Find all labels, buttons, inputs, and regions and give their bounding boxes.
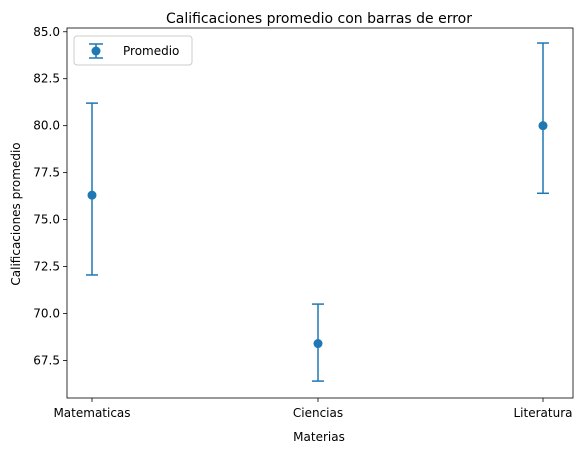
data-point — [87, 190, 97, 200]
legend-label: Promedio — [123, 44, 179, 58]
y-tick-label: 85.0 — [33, 25, 60, 39]
legend-marker — [89, 43, 103, 59]
chart-title: Calificaciones promedio con barras de er… — [166, 11, 472, 27]
plot-area — [86, 42, 549, 382]
x-tick-label: Ciencias — [293, 406, 343, 420]
data-point — [538, 121, 548, 131]
y-tick-label: 70.0 — [33, 306, 60, 320]
legend-point — [91, 46, 101, 56]
x-tick-label: Literatura — [514, 406, 573, 420]
y-tick-label: 67.5 — [33, 353, 60, 367]
y-tick-label: 75.0 — [33, 213, 60, 227]
y-axis-label: Calificaciones promedio — [9, 142, 23, 285]
y-tick-label: 80.0 — [33, 119, 60, 133]
y-axis: 67.5 70.0 72.5 75.0 77.5 80.0 82.5 85.0 — [33, 25, 67, 367]
y-tick-label: 82.5 — [33, 72, 60, 86]
y-tick-label: 77.5 — [33, 166, 60, 180]
data-point — [313, 339, 323, 349]
x-tick-label: Matematicas — [53, 406, 130, 420]
axes-frame — [66, 27, 574, 399]
x-axis: Matematicas Ciencias Literatura — [53, 398, 573, 420]
legend-box — [73, 35, 193, 66]
y-tick-label: 72.5 — [33, 260, 60, 274]
legend: Promedio — [73, 35, 193, 66]
x-axis-label: Materias — [293, 430, 345, 444]
